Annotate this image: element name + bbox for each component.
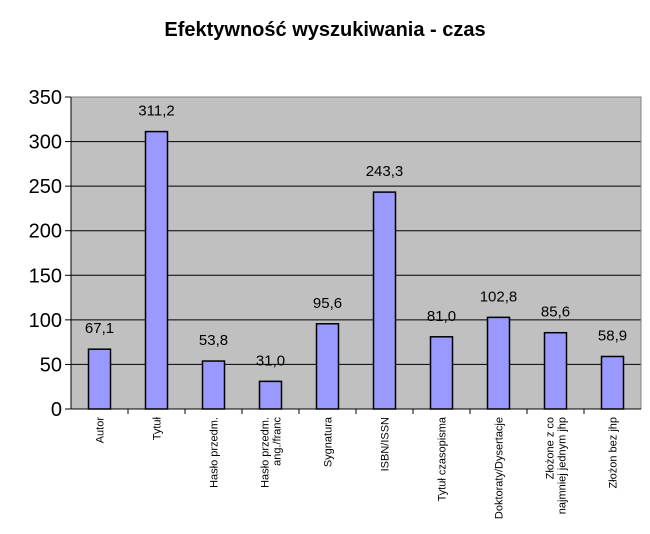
data-label: 243,3	[366, 163, 404, 180]
x-tick-label-line: Złożone z co	[545, 417, 557, 479]
x-tick-label: Autor	[95, 417, 107, 444]
y-tick-label: 200	[29, 221, 62, 243]
x-tick-label: Sygnatura	[323, 416, 335, 467]
data-label: 58,9	[598, 327, 627, 344]
bar	[258, 380, 283, 410]
data-label: 102,8	[480, 288, 518, 305]
y-tick-label: 300	[29, 132, 62, 154]
x-tick-label-line: najmniej jednym jhp	[557, 417, 569, 514]
x-tick-label: Tytuł	[152, 416, 164, 440]
x-tick-label-line: ISBN/ISSN	[380, 417, 392, 471]
x-tick-label: Tytuł czasopisma	[437, 416, 449, 501]
y-tick-label: 250	[29, 176, 62, 198]
x-tick-label-line: Złożon bez jhp	[608, 417, 620, 489]
bar	[543, 331, 568, 410]
chart-title: Efektywność wyszukiwania - czas	[164, 19, 485, 41]
x-tick-label: ISBN/ISSN	[380, 417, 392, 471]
bar	[144, 130, 169, 410]
data-label: 81,0	[427, 308, 456, 325]
bar	[486, 316, 511, 410]
y-tick-label: 100	[29, 310, 62, 332]
x-tick-label: Doktoraty/Dysertacje	[494, 417, 506, 519]
x-tick-label-line: Hasło przedm.	[260, 417, 272, 488]
x-tick-label-line: Doktoraty/Dysertacje	[494, 417, 506, 519]
data-label: 85,6	[541, 304, 570, 321]
x-tick-label: Hasło przedm.	[209, 417, 221, 488]
data-label: 53,8	[199, 332, 228, 349]
x-tick-label-line: Sygnatura	[323, 416, 335, 467]
x-tick-label: Złożon bez jhp	[608, 417, 620, 489]
y-tick-label: 150	[29, 265, 62, 287]
bar	[429, 336, 454, 410]
bar	[87, 348, 112, 410]
y-tick-label: 0	[51, 399, 62, 421]
x-tick-label-line: ang./franc	[272, 417, 284, 466]
x-tick-label-line: Hasło przedm.	[209, 417, 221, 488]
bar	[201, 360, 226, 410]
x-tick-label-line: Tytuł czasopisma	[437, 416, 449, 501]
data-label: 95,6	[313, 295, 342, 312]
data-label: 311,2	[138, 103, 174, 120]
x-tick-label-line: Tytuł	[152, 416, 164, 440]
x-tick-label: Hasło przedm.ang./franc	[260, 417, 284, 488]
bar	[600, 355, 625, 410]
bar	[372, 191, 397, 410]
data-label: 67,1	[85, 320, 114, 337]
data-label: 31,0	[256, 352, 285, 369]
y-tick-label: 50	[40, 354, 62, 376]
y-tick-label: 350	[29, 87, 62, 109]
plot-area: 0 50 100 150 200 250 300 350 67,1 Autor 311,2 Tytuł…	[29, 87, 642, 519]
bar	[315, 323, 340, 410]
x-tick-label-line: Autor	[95, 417, 107, 444]
x-tick-label: Złożone z conajmniej jednym jhp	[545, 417, 569, 514]
